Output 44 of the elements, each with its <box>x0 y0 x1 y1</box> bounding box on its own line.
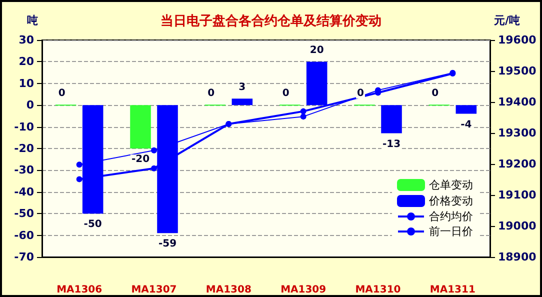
y-tick-label: 10 <box>18 76 34 90</box>
y-tick-label: -10 <box>14 120 34 134</box>
legend-label: 仓单变动 <box>429 178 473 192</box>
y2-tick-label: 19500 <box>498 64 537 78</box>
y-tick-label: -20 <box>14 142 34 155</box>
y2-tick-label: 19400 <box>498 96 537 108</box>
x-tick-label: MA1306 <box>56 284 102 296</box>
y2-tick-label: 19200 <box>498 158 537 170</box>
y-tick-label: -40 <box>14 185 34 198</box>
y-tick-label: 30 <box>18 34 34 46</box>
data-label: 0 <box>357 88 364 100</box>
x-tick-label: MA1307 <box>131 284 177 296</box>
y-tick-label: -30 <box>14 164 34 177</box>
y2-tick-label: 19100 <box>498 188 537 202</box>
y2-tick-label: 19000 <box>498 220 537 232</box>
y-tick-label: 20 <box>18 55 34 68</box>
data-label: 0 <box>208 88 215 100</box>
x-tick-label: MA1308 <box>206 284 252 296</box>
y2-tick-label: 19300 <box>498 126 537 140</box>
legend-label: 合约均价 <box>429 210 473 223</box>
y-tick-label: -50 <box>14 207 34 220</box>
data-label: -13 <box>382 138 401 150</box>
data-label: -20 <box>131 154 150 165</box>
y-tick-label: -60 <box>14 228 34 242</box>
data-label: 0 <box>432 88 439 100</box>
data-label: 20 <box>310 45 324 56</box>
legend-label: 价格变动 <box>428 194 473 208</box>
x-tick-label: MA1310 <box>355 284 401 296</box>
legend-label: 前一日价 <box>429 225 473 238</box>
data-label: 0 <box>282 88 290 100</box>
data-label: -59 <box>158 238 177 250</box>
chart-title: 当日电子盘合各合约仓单及结算价变动 <box>160 13 382 29</box>
data-label: -4 <box>460 119 472 130</box>
y2-tick-label: 18900 <box>498 250 537 264</box>
y-axis-title: 吨 <box>27 14 38 27</box>
data-label: 0 <box>58 88 66 100</box>
x-tick-label: MA1309 <box>280 284 326 296</box>
data-label: 3 <box>238 82 246 94</box>
y2-tick-label: 19600 <box>498 34 537 46</box>
y2-axis-title: 元/吨 <box>493 14 520 27</box>
y-tick-label: -70 <box>14 250 34 264</box>
data-label: -50 <box>84 219 102 230</box>
x-tick-label: MA1311 <box>430 284 476 296</box>
y-tick-label: 0 <box>26 98 34 112</box>
